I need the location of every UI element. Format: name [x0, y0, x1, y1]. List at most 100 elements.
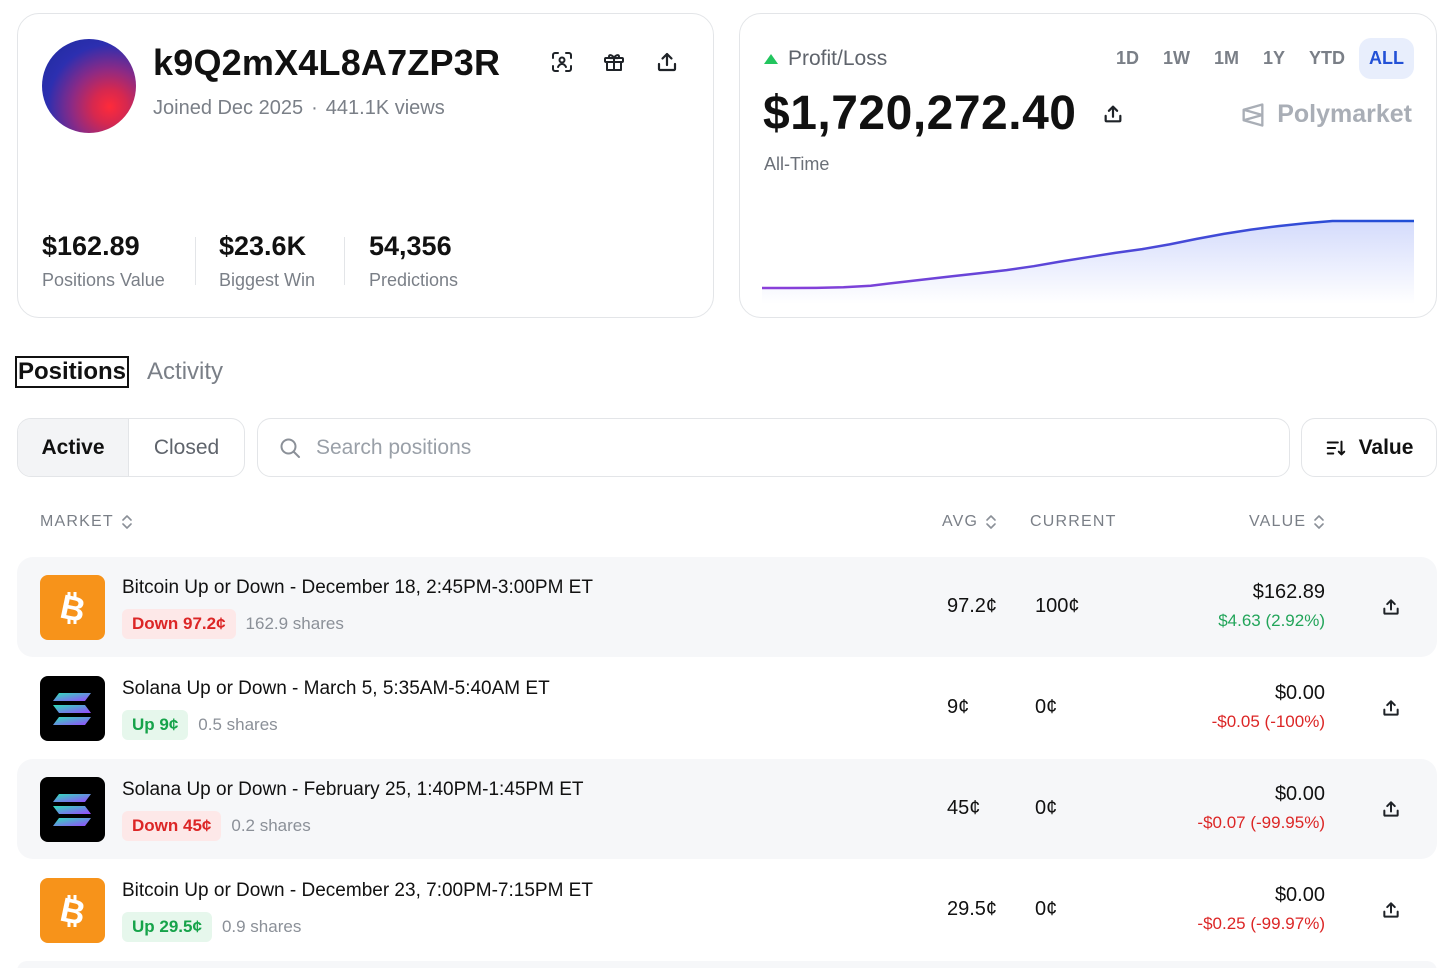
- current-price: 0¢: [1035, 696, 1058, 718]
- outcome-badge: Up 9¢: [122, 710, 189, 740]
- pnl-period: All-Time: [764, 154, 830, 174]
- share-icon[interactable]: [1379, 898, 1403, 922]
- sort-toggle-icon: [1314, 515, 1325, 529]
- table-row[interactable]: Solana Up or Down - March 5, 5:35AM-5:40…: [17, 658, 1437, 758]
- market-title[interactable]: Solana Up or Down - March 5, 5:35AM-5:40…: [122, 678, 550, 699]
- shares-count: 0.2 shares: [231, 816, 311, 835]
- pnl-title: Profit/Loss: [764, 47, 887, 71]
- position-value: $162.89: [1252, 581, 1325, 603]
- outcome-badge: Down 45¢: [122, 811, 222, 841]
- position-change: -$0.05 (-100%): [1211, 712, 1325, 731]
- table-row[interactable]: [17, 961, 1437, 968]
- column-header-label: CURRENT: [1030, 513, 1117, 530]
- view-count: 441.1K views: [325, 97, 445, 119]
- share-icon[interactable]: [1379, 797, 1403, 821]
- gift-icon[interactable]: [600, 48, 628, 76]
- tab-activity[interactable]: Activity: [147, 358, 224, 385]
- position-value: $0.00: [1274, 682, 1325, 704]
- outcome-badge: Up 29.5¢: [122, 912, 212, 942]
- column-header-market[interactable]: MARKET: [40, 513, 134, 531]
- chart-series-line: [762, 219, 1414, 290]
- sort-label: Value: [1358, 435, 1414, 459]
- shares-count: 162.9 shares: [245, 614, 344, 633]
- shares-count: 0.5 shares: [198, 715, 278, 734]
- stat-value: $162.89: [42, 231, 140, 261]
- svg-text:B: B: [56, 890, 88, 932]
- share-icon[interactable]: [1100, 101, 1126, 127]
- solana-icon: [40, 777, 105, 842]
- column-header-label: MARKET: [40, 513, 114, 530]
- pnl-card: Profit/Loss 1D 1W 1M 1Y YTD ALL $1,720,2…: [739, 13, 1437, 318]
- range-1d[interactable]: 1D: [1115, 48, 1139, 68]
- filter-active-button[interactable]: Active: [18, 419, 129, 476]
- brand: Polymarket: [1239, 100, 1412, 129]
- stat-predictions: 54,356 Predictions: [369, 231, 458, 291]
- stat-value: 54,356: [369, 231, 452, 261]
- column-header-label: AVG: [942, 513, 979, 530]
- chart-area: [762, 221, 1414, 304]
- avg-price: 45¢: [947, 797, 981, 819]
- position-meta: Down 97.2¢ 162.9 shares: [122, 609, 344, 639]
- position-value: $0.00: [1274, 783, 1325, 805]
- sort-button[interactable]: Value: [1301, 418, 1437, 477]
- sort-toggle-icon: [986, 515, 997, 529]
- column-header-value[interactable]: VALUE: [1249, 513, 1326, 531]
- avg-price: 9¢: [947, 696, 970, 718]
- pnl-chart: [762, 219, 1414, 304]
- table-row[interactable]: Solana Up or Down - February 25, 1:40PM-…: [17, 759, 1437, 859]
- profile-subline: Joined Dec 2025 · 441.1K views: [153, 97, 445, 120]
- share-icon[interactable]: [1379, 595, 1403, 619]
- market-title[interactable]: Bitcoin Up or Down - December 18, 2:45PM…: [122, 577, 593, 598]
- svg-text:B: B: [56, 587, 88, 629]
- stat-divider: [344, 237, 345, 285]
- joined-date: Joined Dec 2025: [153, 97, 304, 119]
- avatar: [42, 39, 136, 133]
- stat-label: Positions Value: [42, 270, 165, 290]
- outcome-badge: Down 97.2¢: [122, 609, 236, 639]
- table-row[interactable]: B Bitcoin Up or Down - December 23, 7:00…: [17, 860, 1437, 960]
- filter-closed-button[interactable]: Closed: [153, 435, 220, 459]
- position-change: $4.63 (2.92%): [1218, 611, 1325, 630]
- column-header-avg[interactable]: AVG: [942, 513, 998, 531]
- table-row[interactable]: B Bitcoin Up or Down - December 18, 2:45…: [17, 557, 1437, 657]
- up-triangle-icon: [764, 54, 778, 64]
- range-1w[interactable]: 1W: [1162, 48, 1190, 68]
- stat-label: Predictions: [369, 270, 459, 290]
- market-title[interactable]: Bitcoin Up or Down - December 23, 7:00PM…: [122, 880, 593, 901]
- bitcoin-icon: B: [40, 878, 105, 943]
- share-icon[interactable]: [653, 48, 681, 76]
- position-meta: Up 9¢ 0.5 shares: [122, 710, 278, 740]
- bitcoin-icon: B: [40, 575, 105, 640]
- range-1y[interactable]: 1Y: [1262, 48, 1285, 68]
- position-value: $0.00: [1274, 884, 1325, 906]
- brand-name: Polymarket: [1277, 100, 1412, 128]
- stat-positions-value: $162.89 Positions Value: [42, 231, 165, 291]
- range-1m[interactable]: 1M: [1213, 48, 1239, 68]
- stat-value: $23.6K: [219, 231, 307, 261]
- tab-positions[interactable]: Positions: [14, 356, 130, 388]
- share-icon[interactable]: [1379, 696, 1403, 720]
- stat-biggest-win: $23.6K Biggest Win: [219, 231, 315, 291]
- position-meta: Up 29.5¢ 0.9 shares: [122, 912, 301, 942]
- range-all[interactable]: ALL: [1359, 38, 1414, 79]
- separator-dot: ·: [311, 97, 318, 119]
- position-change: -$0.25 (-99.97%): [1197, 914, 1325, 933]
- position-meta: Down 45¢ 0.2 shares: [122, 811, 311, 841]
- face-scan-icon[interactable]: [548, 48, 576, 76]
- search-icon: [280, 438, 300, 458]
- avg-price: 97.2¢: [947, 595, 998, 617]
- column-header-label: VALUE: [1249, 513, 1307, 530]
- search-input[interactable]: [316, 435, 1216, 460]
- stat-divider: [195, 237, 196, 285]
- section-tabs: Positions Activity: [14, 356, 224, 388]
- polymarket-logo-icon: [1242, 102, 1264, 127]
- profile-card: k9Q2mX4L8A7ZP3R Joined Dec 2025 · 441.1K v…: [17, 13, 714, 318]
- column-header-current: CURRENT: [1030, 513, 1117, 531]
- sort-icon: [1326, 440, 1345, 455]
- market-title[interactable]: Solana Up or Down - February 25, 1:40PM-…: [122, 779, 584, 800]
- current-price: 100¢: [1035, 595, 1080, 617]
- range-ytd[interactable]: YTD: [1309, 48, 1345, 68]
- avg-price: 29.5¢: [947, 898, 998, 920]
- position-change: -$0.07 (-99.95%): [1197, 813, 1325, 832]
- search-box: [257, 418, 1290, 477]
